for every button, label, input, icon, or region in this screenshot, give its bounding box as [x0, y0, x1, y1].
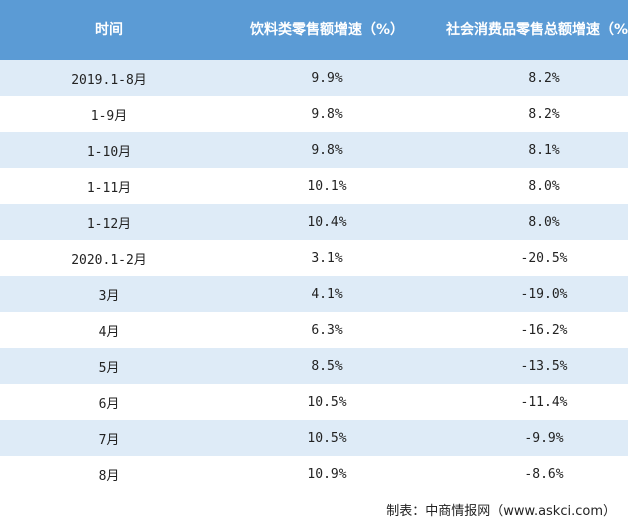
table-cell: 3月 [0, 276, 218, 312]
table-cell: 4月 [0, 312, 218, 348]
header-cell: 社会消费品零售总额增速（%） [436, 0, 628, 60]
table-cell: 1-12月 [0, 204, 218, 240]
table-row: 1-12月 10.4% 8.0% [0, 204, 628, 240]
table-cell: 6.3% [218, 312, 436, 348]
table-cell: 9.8% [218, 132, 436, 168]
source-note: 制表：中商情报网（www.askci.com） [386, 504, 616, 519]
table-cell: 1-10月 [0, 132, 218, 168]
table-row: 8月 10.9% -8.6% [0, 456, 628, 492]
table-cell: -11.4% [436, 384, 628, 420]
table-cell: 7月 [0, 420, 218, 456]
table-cell: 1-9月 [0, 96, 218, 132]
header-row: 时间 饮料类零售额增速（%） 社会消费品零售总额增速（%） [0, 0, 628, 60]
table-row: 3月 4.1% -19.0% [0, 276, 628, 312]
table-cell: 8月 [0, 456, 218, 492]
table-cell: 6月 [0, 384, 218, 420]
table-cell: 8.2% [436, 60, 628, 96]
header-cell: 时间 [0, 0, 218, 60]
table-row: 2020.1-2月 3.1% -20.5% [0, 240, 628, 276]
table-cell: 10.4% [218, 204, 436, 240]
header-cell: 饮料类零售额增速（%） [218, 0, 436, 60]
table-cell: -13.5% [436, 348, 628, 384]
table-cell: 10.5% [218, 420, 436, 456]
table-cell: 4.1% [218, 276, 436, 312]
table-cell: 2020.1-2月 [0, 240, 218, 276]
table-row: 6月 10.5% -11.4% [0, 384, 628, 420]
table-cell: 8.0% [436, 204, 628, 240]
table-cell: -19.0% [436, 276, 628, 312]
table-row: 1-10月 9.8% 8.1% [0, 132, 628, 168]
table-cell: 1-11月 [0, 168, 218, 204]
table-row: 7月 10.5% -9.9% [0, 420, 628, 456]
table-cell: 8.2% [436, 96, 628, 132]
table-cell: 3.1% [218, 240, 436, 276]
table-cell: 9.8% [218, 96, 436, 132]
table-cell: 8.0% [436, 168, 628, 204]
table-cell: 8.5% [218, 348, 436, 384]
table-row: 5月 8.5% -13.5% [0, 348, 628, 384]
table-row: 2019.1-8月 9.9% 8.2% [0, 60, 628, 96]
table-cell: -20.5% [436, 240, 628, 276]
table-cell: -16.2% [436, 312, 628, 348]
table-cell: 8.1% [436, 132, 628, 168]
table-row: 1-9月 9.8% 8.2% [0, 96, 628, 132]
table-cell: -9.9% [436, 420, 628, 456]
table-cell: 5月 [0, 348, 218, 384]
table-row: 1-11月 10.1% 8.0% [0, 168, 628, 204]
table-cell: -8.6% [436, 456, 628, 492]
table-body: 2019.1-8月 9.9% 8.2% 1-9月 9.8% 8.2% 1-10月 9.8% 8.… [0, 60, 628, 492]
table-cell: 2019.1-8月 [0, 60, 218, 96]
table-cell: 10.9% [218, 456, 436, 492]
table-row: 4月 6.3% -16.2% [0, 312, 628, 348]
table-cell: 10.1% [218, 168, 436, 204]
table-cell: 10.5% [218, 384, 436, 420]
table-cell: 9.9% [218, 60, 436, 96]
data-table: 时间 饮料类零售额增速（%） 社会消费品零售总额增速（%） 2019.1-8月 9… [0, 0, 628, 492]
